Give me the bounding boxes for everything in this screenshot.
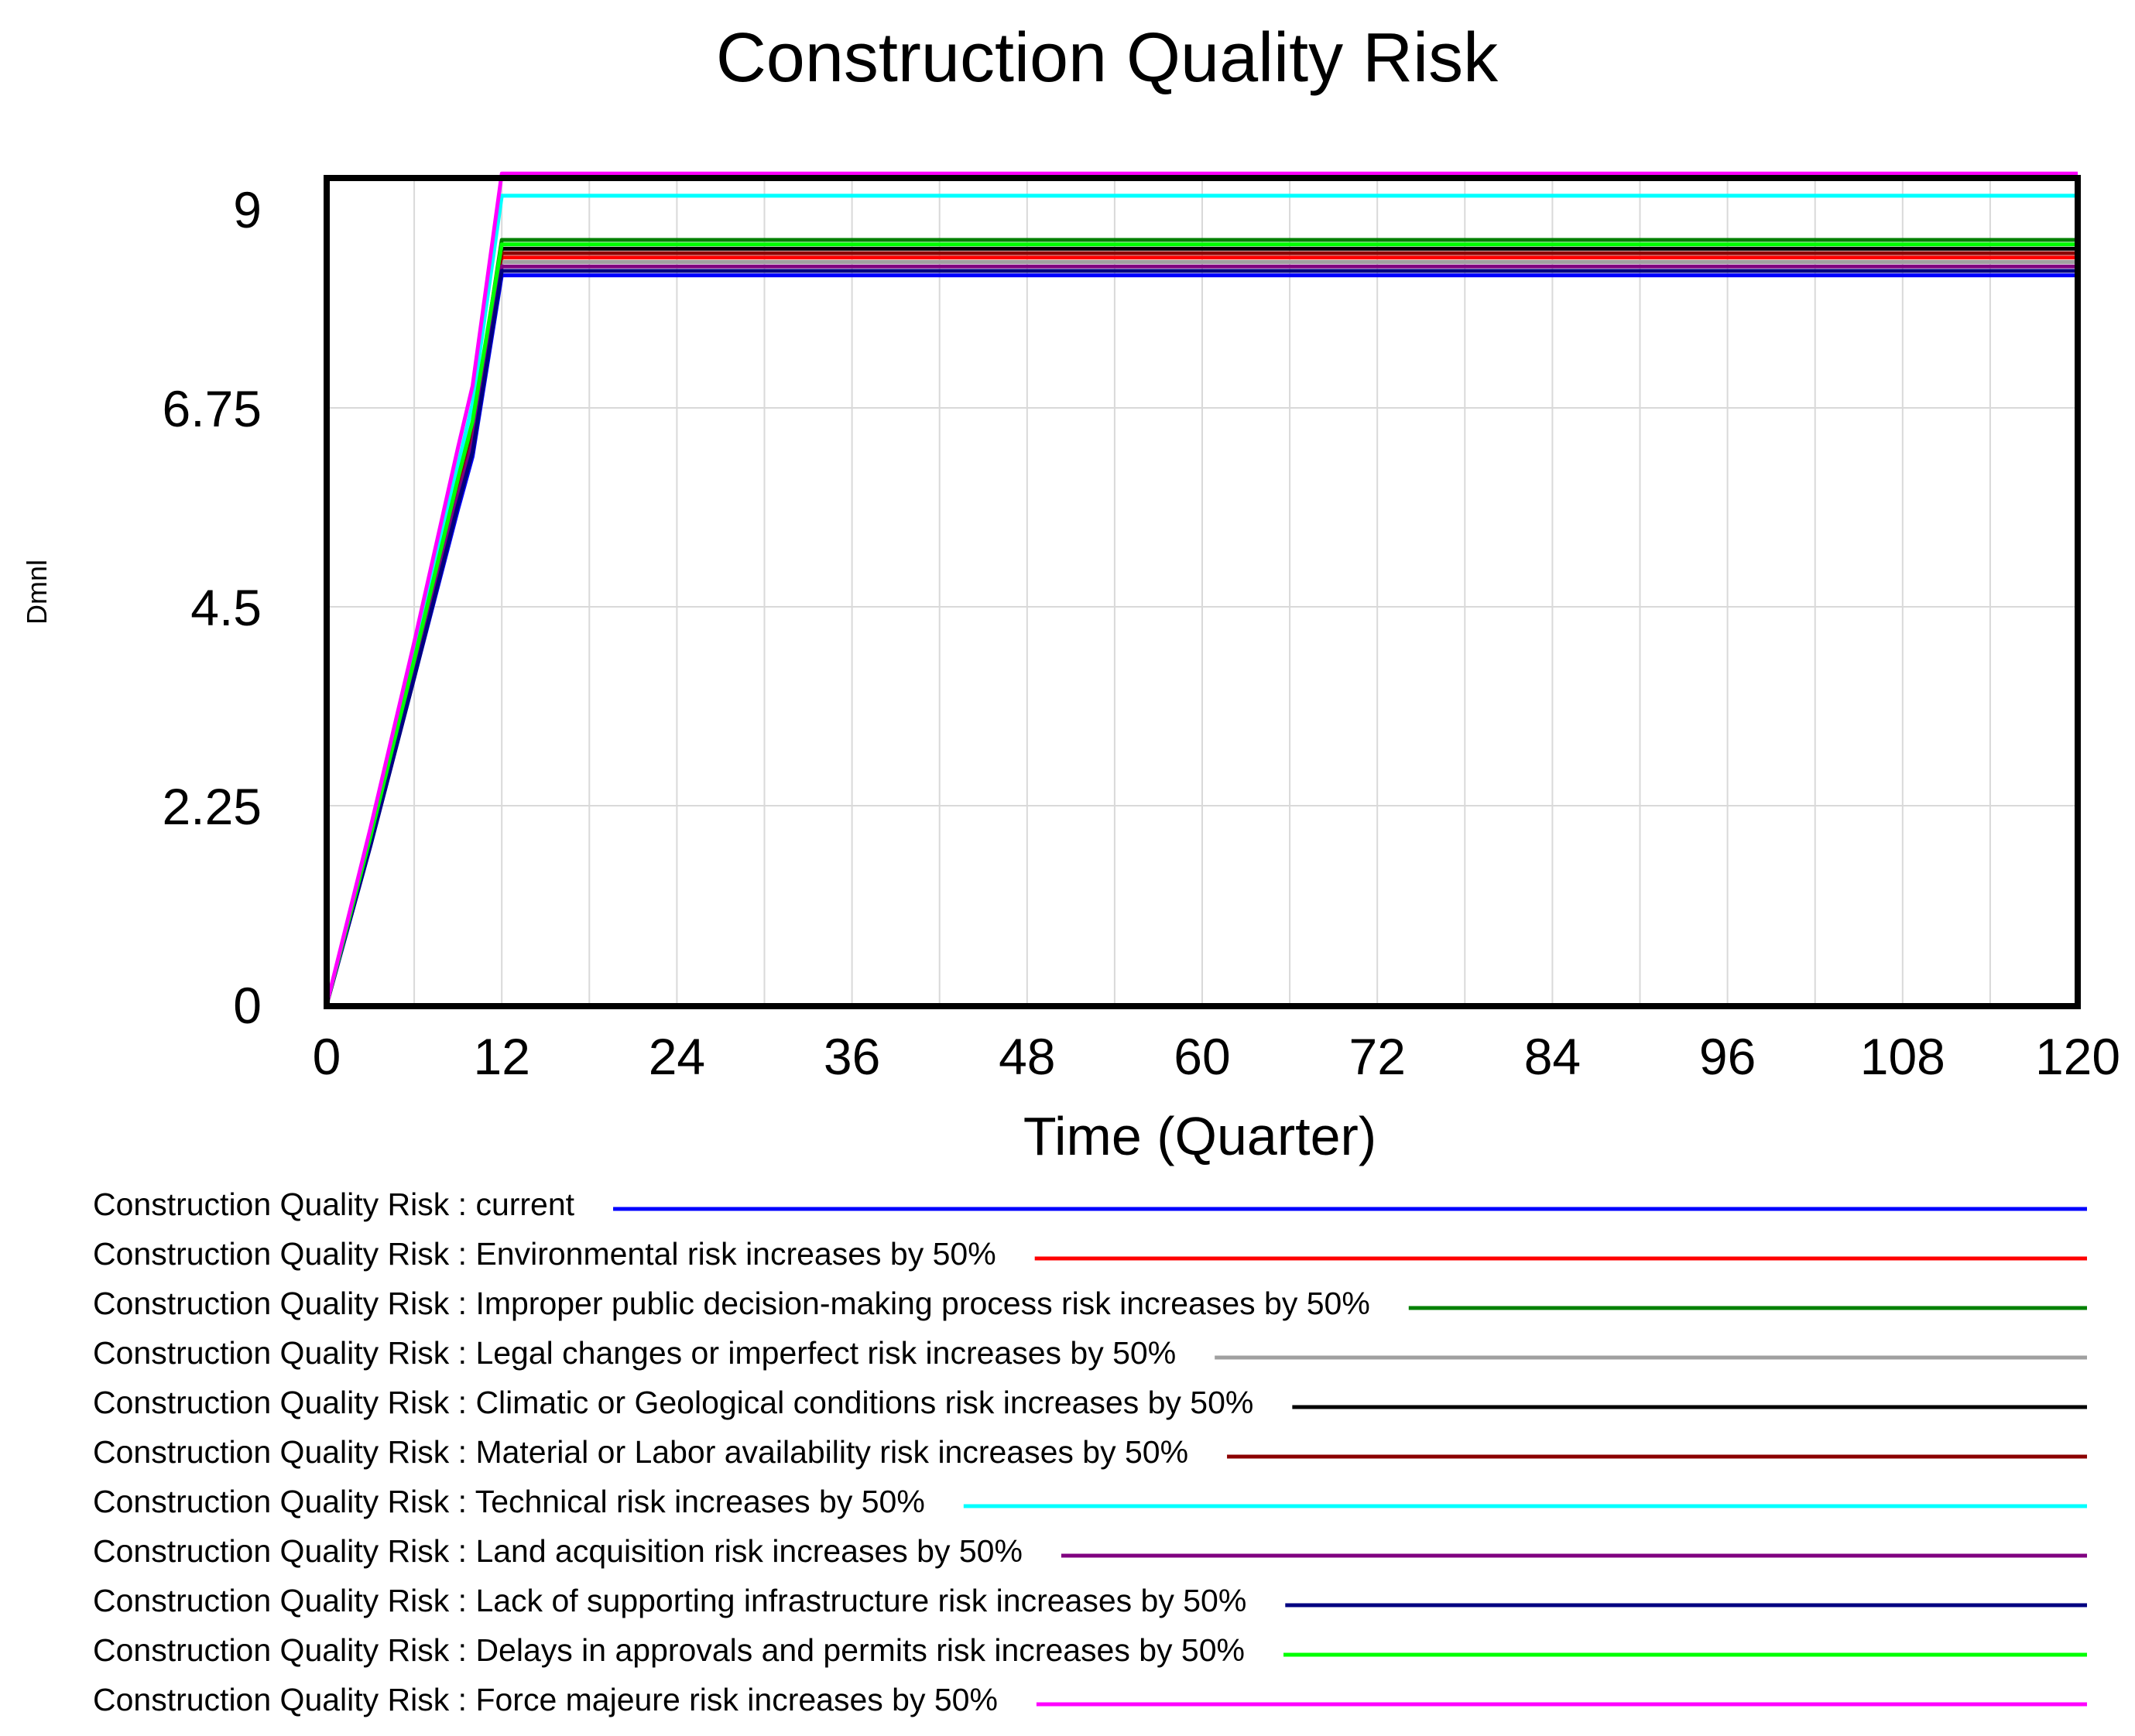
x-tick-label: 96: [1699, 1028, 1756, 1085]
legend-label: Construction Quality Risk : Improper pub…: [93, 1286, 1370, 1321]
legend-label: Construction Quality Risk : Climatic or …: [93, 1385, 1253, 1420]
x-tick-label: 120: [2035, 1028, 2120, 1085]
y-axis-label: Dmnl: [21, 560, 53, 625]
y-tick-label: 2.25: [163, 778, 262, 835]
legend-label: Construction Quality Risk : Legal change…: [93, 1335, 1176, 1371]
y-tick-label: 9: [233, 181, 262, 238]
legend-item: Construction Quality Risk : Climatic or …: [93, 1385, 2087, 1420]
y-tick-label: 6.75: [163, 380, 262, 437]
legend-label: Construction Quality Risk : Delays in ap…: [93, 1632, 1245, 1668]
legend-label: Construction Quality Risk : Lack of supp…: [93, 1583, 1246, 1618]
x-tick-label: 72: [1349, 1028, 1405, 1085]
x-axis-ticks: 0 12 24 36 48 60 72 84 96 108 120: [313, 1028, 2120, 1085]
series-line-9: [324, 269, 2078, 1005]
series-line-10: [324, 242, 2078, 1005]
legend-label: Construction Quality Risk : Material or …: [93, 1434, 1188, 1470]
legend-label: Construction Quality Risk : Land acquisi…: [93, 1533, 1023, 1569]
x-tick-label: 60: [1174, 1028, 1230, 1085]
x-tick-label: 36: [824, 1028, 880, 1085]
legend-item: Construction Quality Risk : Delays in ap…: [93, 1632, 2087, 1668]
legend-label: Construction Quality Risk : Technical ri…: [93, 1484, 925, 1519]
series-line-11: [324, 171, 2078, 1005]
legend-item: Construction Quality Risk : Environmenta…: [93, 1236, 2087, 1272]
x-tick-label: 108: [1860, 1028, 1945, 1085]
legend-item: Construction Quality Risk : Technical ri…: [93, 1484, 2087, 1519]
legend-item: Construction Quality Risk : Material or …: [93, 1434, 2087, 1470]
plot-frame: [324, 175, 2081, 1009]
y-axis-ticks: 0 2.25 4.5 6.75 9: [163, 181, 262, 1034]
x-tick-label: 12: [473, 1028, 529, 1085]
legend-item: Construction Quality Risk : Lack of supp…: [93, 1583, 2087, 1618]
series-layer: [324, 171, 2078, 1005]
y-tick-label: 4.5: [190, 579, 262, 636]
legend-label: Construction Quality Risk : Environmenta…: [93, 1236, 996, 1272]
chart-title: Construction Quality Risk: [716, 19, 1499, 97]
x-tick-label: 0: [313, 1028, 341, 1085]
x-tick-label: 24: [649, 1028, 705, 1085]
legend-label: Construction Quality Risk : current: [93, 1186, 575, 1222]
legend: Construction Quality Risk : current Const…: [93, 1186, 2087, 1717]
x-tick-label: 48: [999, 1028, 1055, 1085]
y-tick-label: 0: [233, 977, 262, 1034]
legend-item: Construction Quality Risk : Improper pub…: [93, 1286, 2087, 1321]
legend-label: Construction Quality Risk : Force majeur…: [93, 1682, 998, 1717]
legend-item: Construction Quality Risk : Legal change…: [93, 1335, 2087, 1371]
legend-item: Construction Quality Risk : Force majeur…: [93, 1682, 2087, 1717]
legend-item: Construction Quality Risk : Land acquisi…: [93, 1533, 2087, 1569]
legend-item: Construction Quality Risk : current: [93, 1186, 2087, 1222]
grid: [327, 178, 2078, 1006]
x-axis-label: Time (Quarter): [1023, 1106, 1376, 1166]
x-tick-label: 84: [1524, 1028, 1581, 1085]
